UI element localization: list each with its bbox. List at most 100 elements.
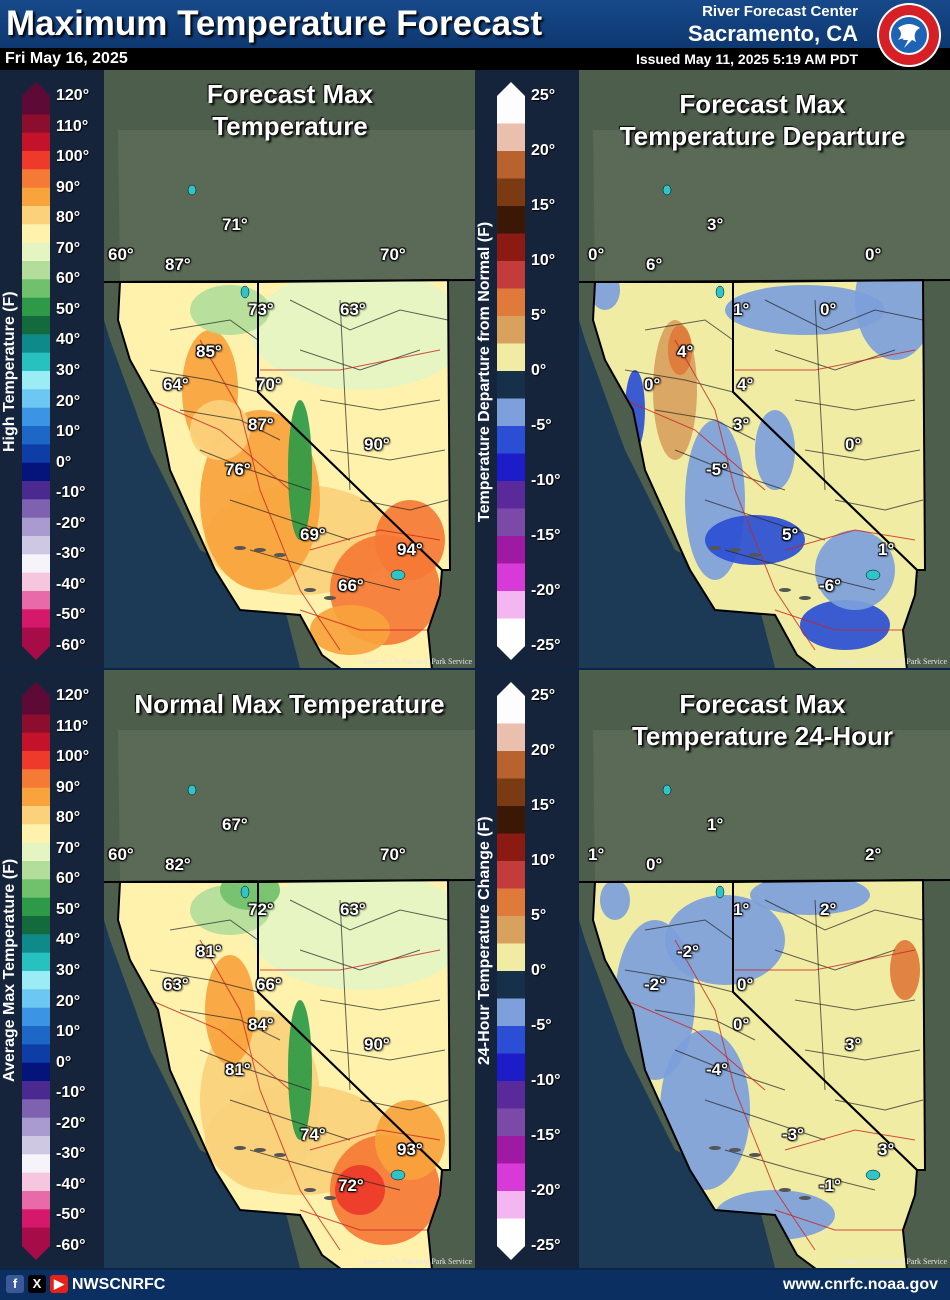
legend-swatch bbox=[497, 261, 525, 289]
legend-tick-label: 60° bbox=[56, 870, 81, 888]
youtube-icon[interactable]: ▶ bbox=[50, 1275, 68, 1293]
legend-swatch bbox=[497, 833, 525, 862]
forecast-value-label: 2° bbox=[820, 900, 837, 919]
legend-swatch bbox=[497, 178, 525, 207]
legend-tick-label: 110° bbox=[56, 117, 89, 135]
legend-tick-label: 100° bbox=[56, 148, 90, 166]
panel-title-line1: Normal Max Temperature bbox=[134, 689, 445, 719]
forecast-value-label: 81° bbox=[225, 1060, 251, 1079]
legend-swatch bbox=[497, 288, 525, 317]
footer: f X ▶ NWSCNRFC www.cnrfc.noaa.gov bbox=[0, 1270, 950, 1300]
valid-date: Fri May 16, 2025 bbox=[5, 50, 128, 67]
legend-swatch bbox=[497, 1191, 525, 1219]
legend-tick-label: -20° bbox=[531, 1182, 561, 1199]
legend-swatch bbox=[22, 536, 50, 555]
facebook-icon[interactable]: f bbox=[6, 1275, 24, 1293]
avg-temp-legend-title: Average Max Temperature (F) bbox=[1, 858, 18, 1082]
panel-title: Forecast Max Temperature 24-Hour bbox=[595, 688, 930, 752]
forecast-value-label: 82° bbox=[165, 855, 191, 874]
legend-swatch bbox=[497, 998, 525, 1027]
legend-tick-label: 70° bbox=[56, 239, 81, 257]
panel-title: Normal Max Temperature bbox=[112, 688, 467, 720]
legend-tick-label: -20° bbox=[56, 1114, 86, 1132]
chg-legend: 24-Hour Temperature Change (F) 25° 20° 15°… bbox=[475, 670, 579, 1268]
legend-swatch bbox=[497, 618, 525, 647]
legend-swatch bbox=[497, 861, 525, 889]
legend-swatch bbox=[497, 96, 525, 124]
legend-swatch bbox=[22, 591, 50, 610]
legend-swatch bbox=[22, 934, 50, 954]
temp-colorbar bbox=[22, 82, 50, 660]
legend-swatch bbox=[22, 609, 50, 629]
source-credit: Source: US National Park Service bbox=[363, 1257, 472, 1266]
legend-tick-label: -20° bbox=[56, 514, 86, 532]
forecast-value-label: -3° bbox=[782, 1125, 804, 1144]
forecast-value-label: 70° bbox=[380, 245, 406, 264]
legend-swatch bbox=[22, 187, 50, 207]
legend-swatch bbox=[22, 1172, 50, 1192]
legend-tick-label: -15° bbox=[531, 1127, 561, 1144]
legend-tick-label: -25° bbox=[531, 1237, 561, 1254]
forecast-value-label: 1° bbox=[707, 815, 724, 834]
legend-swatch bbox=[22, 352, 50, 372]
legend-tick-label: 70° bbox=[56, 839, 81, 857]
legend-swatch bbox=[497, 751, 525, 779]
legend-tick-label: 25° bbox=[531, 87, 556, 104]
forecast-value-label: 1° bbox=[733, 300, 750, 319]
legend-swatch bbox=[497, 316, 525, 344]
social-handle[interactable]: NWSCNRFC bbox=[72, 1276, 166, 1293]
legend-swatch bbox=[22, 426, 50, 445]
legend-tick-label: 110° bbox=[56, 717, 89, 735]
legend-swatch bbox=[22, 806, 50, 825]
legend-swatch bbox=[22, 1081, 50, 1100]
legend-swatch bbox=[497, 1108, 525, 1137]
forecast-value-label: 3° bbox=[707, 215, 724, 234]
legend-tick-label: 10° bbox=[531, 252, 556, 269]
legend-tick-label: -20° bbox=[531, 582, 561, 599]
legend-tick-label: 0° bbox=[56, 453, 72, 471]
forecast-value-label: 63° bbox=[163, 975, 189, 994]
forecast-value-label: 70° bbox=[256, 375, 282, 394]
legend-swatch bbox=[497, 453, 525, 482]
panel-title: Forecast Max Temperature bbox=[175, 78, 405, 142]
legend-swatch bbox=[497, 591, 525, 619]
legend-tick-label: 20° bbox=[56, 992, 81, 1010]
legend-swatch bbox=[22, 389, 50, 409]
legend-swatch bbox=[22, 481, 50, 500]
legend-swatch bbox=[497, 943, 525, 972]
legend-swatch bbox=[497, 233, 525, 262]
forecast-value-label: 60° bbox=[108, 845, 134, 864]
legend-swatch bbox=[22, 1007, 50, 1027]
legend-tick-label: 15° bbox=[531, 197, 556, 214]
website-link[interactable]: www.cnrfc.noaa.gov bbox=[783, 1276, 938, 1293]
legend-swatch bbox=[497, 696, 525, 724]
forecast-value-label: 1° bbox=[588, 845, 605, 864]
panel-title: Forecast Max Temperature Departure bbox=[595, 88, 930, 152]
legend-swatch bbox=[497, 371, 525, 399]
legend-swatch bbox=[22, 279, 50, 299]
panel-title-line1: Forecast Max bbox=[206, 79, 374, 109]
legend-tick-label: -50° bbox=[56, 1206, 86, 1224]
legend-tick-label: -10° bbox=[531, 1072, 561, 1089]
legend-tick-label: -30° bbox=[56, 545, 86, 563]
forecast-value-label: 0° bbox=[865, 245, 882, 264]
x-icon[interactable]: X bbox=[28, 1275, 46, 1293]
forecast-value-label: 67° bbox=[222, 815, 248, 834]
legend-swatch bbox=[22, 462, 50, 482]
forecast-value-label: -4° bbox=[706, 1060, 728, 1079]
legend-swatch bbox=[22, 787, 50, 807]
legend-swatch bbox=[22, 1227, 50, 1247]
forecast-value-label: 87° bbox=[248, 415, 274, 434]
forecast-value-label: 90° bbox=[364, 1035, 390, 1054]
legend-swatch bbox=[22, 96, 50, 115]
legend-tick-label: 100° bbox=[56, 748, 90, 766]
legend-tick-label: 80° bbox=[56, 209, 81, 227]
forecast-value-label: 63° bbox=[340, 300, 366, 319]
legend-tick-label: 60° bbox=[56, 270, 81, 288]
legend-tick-label: -40° bbox=[56, 575, 86, 593]
legend-swatch bbox=[22, 297, 50, 317]
date-strip: Fri May 16, 2025 Issued May 11, 2025 5:1… bbox=[0, 48, 950, 70]
legend-swatch bbox=[22, 316, 50, 335]
legend-swatch bbox=[22, 897, 50, 917]
legend-tick-label: 50° bbox=[56, 900, 81, 918]
